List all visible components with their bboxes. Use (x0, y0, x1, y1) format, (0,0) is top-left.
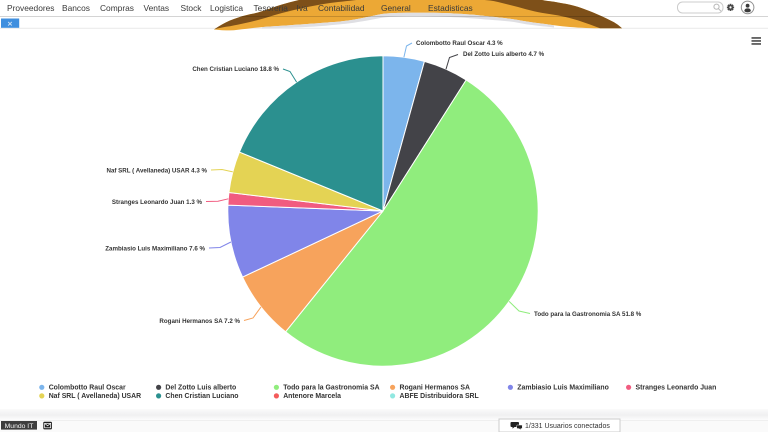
svg-text:Del Zotto Luis alberto 4.7 %: Del Zotto Luis alberto 4.7 % (463, 51, 545, 58)
svg-text:Estadisticas: Estadisticas (428, 3, 473, 13)
svg-text:Proveedores: Proveedores (7, 3, 55, 13)
svg-text:Iva: Iva (297, 3, 309, 13)
svg-text:Zambiasio Luis Maximiliano: Zambiasio Luis Maximiliano (517, 385, 609, 392)
svg-text:ABFE Distribuidora SRL: ABFE Distribuidora SRL (400, 393, 479, 400)
svg-text:Logistica: Logistica (210, 3, 243, 13)
svg-text:×: × (8, 18, 13, 28)
svg-text:Antenore Marcela: Antenore Marcela (283, 393, 341, 400)
svg-text:Del Zotto Luis alberto: Del Zotto Luis alberto (165, 385, 236, 392)
svg-text:Mundo IT: Mundo IT (5, 423, 34, 430)
svg-text:Zambiasio Luis Maximiliano 7.6: Zambiasio Luis Maximiliano 7.6 % (105, 245, 205, 252)
svg-text:Todo para la Gastronomia SA 51: Todo para la Gastronomia SA 51.8 % (534, 311, 642, 318)
svg-text:1/331 Usuarios conectados: 1/331 Usuarios conectados (525, 423, 610, 430)
svg-text:Stranges Leonardo Juan: Stranges Leonardo Juan (636, 385, 717, 392)
svg-text:Compras: Compras (100, 3, 134, 13)
svg-text:Ventas: Ventas (144, 3, 170, 13)
svg-text:Stranges Leonardo Juan 1.3 %: Stranges Leonardo Juan 1.3 % (112, 199, 203, 206)
svg-text:Colombotto Raul Oscar: Colombotto Raul Oscar (49, 385, 126, 392)
svg-text:Todo para la Gastronomia SA: Todo para la Gastronomia SA (283, 385, 379, 392)
svg-text:Tesoreria: Tesoreria (254, 3, 289, 13)
svg-text:Chen Cristian Luciano: Chen Cristian Luciano (165, 393, 238, 400)
svg-text:Stock: Stock (181, 3, 203, 13)
svg-text:Rogani Hermanos SA: Rogani Hermanos SA (400, 385, 470, 392)
svg-text:Contabilidad: Contabilidad (318, 3, 365, 13)
svg-text:Chen Cristian Luciano 18.8 %: Chen Cristian Luciano 18.8 % (192, 66, 279, 73)
svg-text:Bancos: Bancos (62, 3, 90, 13)
svg-text:Rogani Hermanos SA 7.2 %: Rogani Hermanos SA 7.2 % (159, 318, 240, 325)
svg-text:Colombotto Raul Oscar 4.3 %: Colombotto Raul Oscar 4.3 % (416, 40, 503, 47)
svg-text:Naf SRL ( Avellaneda) USAR 4.3: Naf SRL ( Avellaneda) USAR 4.3 % (106, 167, 207, 174)
svg-text:Naf SRL ( Avellaneda) USAR: Naf SRL ( Avellaneda) USAR (49, 393, 141, 400)
svg-text:General: General (381, 3, 411, 13)
